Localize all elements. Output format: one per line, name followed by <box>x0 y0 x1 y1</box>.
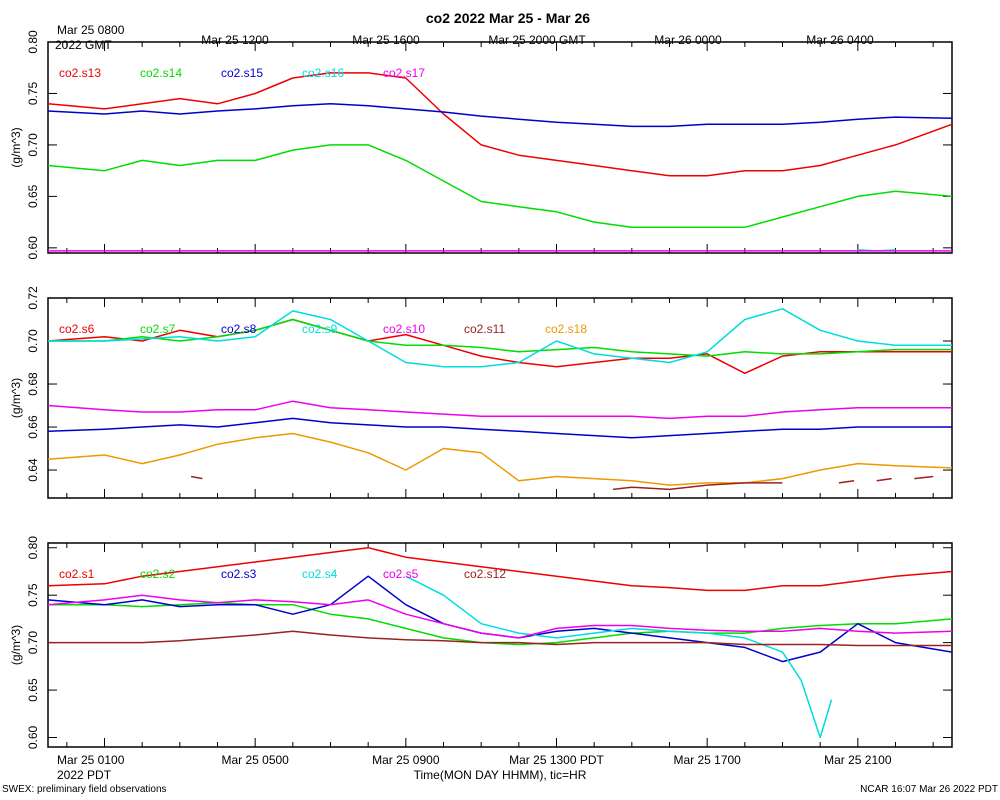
series-line-co2-s9 <box>48 308 952 368</box>
bottom-axis-label: Mar 25 0100 <box>57 753 125 767</box>
top-axis-label: Mar 25 1600 <box>352 33 420 47</box>
x-axis-label: Time(MON DAY HHMM), tic=HR <box>414 768 587 782</box>
legend-item: co2.s12 <box>464 567 506 581</box>
legend-item: co2.s2 <box>140 567 176 581</box>
legend-item: co2.s9 <box>302 322 338 336</box>
legend-item: co2.s6 <box>59 322 95 336</box>
legend-item: co2.s15 <box>221 66 263 80</box>
y-tick-label: 0.64 <box>26 458 40 482</box>
y-tick-label: 0.65 <box>26 678 40 702</box>
series-line-co2-s5 <box>47 594 953 639</box>
footer-left: SWEX: preliminary field observations <box>2 784 167 795</box>
series-line-co2-s11 <box>914 475 934 480</box>
series-line-co2-s11 <box>876 477 892 482</box>
legend-item: co2.s4 <box>302 567 338 581</box>
series-line-co2-s14 <box>47 144 953 229</box>
y-tick-label: 0.66 <box>26 415 40 439</box>
y-axis-label: (g/m^3) <box>9 127 23 167</box>
y-axis-label: (g/m^3) <box>9 378 23 418</box>
bottom-axis-label: Mar 25 2100 <box>824 753 892 767</box>
y-tick-label: 0.60 <box>26 236 40 260</box>
panel-2: 0.64 0.66 0.68 0.70 0.72 (g/m^3) co2.s6 co2.s7 c… <box>9 286 953 499</box>
y-tick-label: 0.75 <box>26 81 40 105</box>
series-line-co2-s15 <box>47 103 953 128</box>
chart-title: co2 2022 Mar 25 - Mar 26 <box>426 10 590 26</box>
series-line-co2-s11 <box>612 482 783 491</box>
legend-item: co2.s17 <box>383 66 425 80</box>
legend-item: co2.s1 <box>59 567 95 581</box>
legend-item: co2.s11 <box>464 322 505 336</box>
y-tick-label: 0.70 <box>26 329 40 353</box>
top-axis-label: Mar 26 0400 <box>806 33 874 47</box>
y-tick-label: 0.60 <box>26 726 40 750</box>
legend-item: co2.s8 <box>221 322 257 336</box>
series-line-co2-s12 <box>48 630 952 647</box>
y-tick-label: 0.70 <box>26 631 40 655</box>
panel-1: 0.60 0.65 0.70 0.75 0.80 (g/m^3) co2.s13 co2.s1… <box>9 30 953 260</box>
y-tick-label: 0.80 <box>26 536 40 560</box>
series-line-co2-s10 <box>47 400 952 420</box>
series-line-co2-s1 <box>47 546 953 592</box>
legend-item: co2.s5 <box>383 567 419 581</box>
series-line-co2-s3 <box>47 575 953 663</box>
top-axis-label: Mar 25 1200 <box>201 33 269 47</box>
y-tick-label: 0.72 <box>26 286 40 310</box>
top-axis-label: Mar 25 2000 GMT <box>488 33 586 47</box>
bottom-axis-label: Mar 25 1300 PDT <box>509 753 604 767</box>
y-axis-label: (g/m^3) <box>9 625 23 665</box>
panel-frame <box>47 297 953 499</box>
top-axis-first-sublabel: 2022 GMT <box>55 38 112 52</box>
series-line-co2-s2 <box>48 602 953 646</box>
panel-frame <box>47 41 953 254</box>
series-line-co2-s11 <box>190 475 203 480</box>
series-line-co2-s7 <box>48 318 952 357</box>
panel-3: 0.60 0.65 0.70 0.75 0.80 (g/m^3) co2.s1 co2.s2 c… <box>9 536 953 750</box>
y-tick-label: 0.75 <box>26 583 40 607</box>
y-tick-label: 0.80 <box>26 30 40 54</box>
top-axis-first-label: Mar 25 0800 <box>57 23 125 37</box>
legend-item: co2.s16 <box>302 66 344 80</box>
top-axis-label: Mar 26 0000 <box>654 33 722 47</box>
bottom-axis-label: Mar 25 1700 <box>673 753 741 767</box>
bottom-axis-sublabel: 2022 PDT <box>57 768 112 782</box>
series-line-co2-s13 <box>47 72 953 177</box>
legend-item: co2.s3 <box>221 567 257 581</box>
series-line-co2-s8 <box>47 417 952 439</box>
y-tick-label: 0.68 <box>26 372 40 396</box>
y-tick-label: 0.65 <box>26 184 40 208</box>
bottom-axis-label: Mar 25 0500 <box>221 753 289 767</box>
series-line-co2-s4 <box>405 575 833 739</box>
footer-right: NCAR 16:07 Mar 26 2022 PDT <box>860 784 998 795</box>
legend-item: co2.s10 <box>383 322 425 336</box>
series-line-co2-s6 <box>47 318 952 375</box>
legend-item: co2.s18 <box>545 322 587 336</box>
series-line-co2-s11 <box>838 480 855 484</box>
bottom-axis-label: Mar 25 0900 <box>372 753 440 767</box>
legend-item: co2.s14 <box>140 66 182 80</box>
series-line-co2-s18 <box>47 432 953 486</box>
legend-item: co2.s13 <box>59 66 101 80</box>
y-tick-label: 0.70 <box>26 133 40 157</box>
legend-item: co2.s7 <box>140 322 176 336</box>
